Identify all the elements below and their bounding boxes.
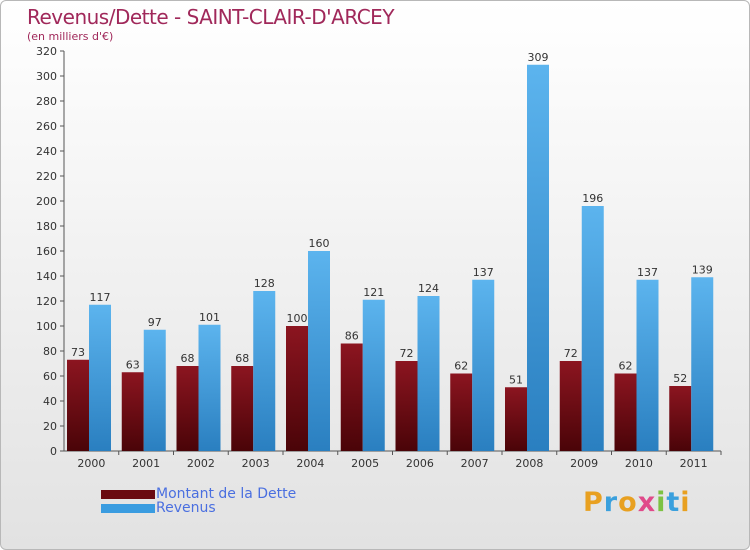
logo-letter: x <box>637 487 657 518</box>
bar-revenus <box>417 296 440 451</box>
y-tick-label: 0 <box>50 445 57 458</box>
y-tick-label: 80 <box>43 345 57 358</box>
bar-debt <box>559 361 582 451</box>
bar-revenus <box>472 279 495 451</box>
x-tick-label: 2004 <box>296 457 324 470</box>
x-tick-label: 2009 <box>570 457 598 470</box>
legend-label-debt: Montant de la Dette <box>156 486 297 502</box>
y-tick-label: 40 <box>43 395 57 408</box>
y-tick-label: 220 <box>36 170 57 183</box>
data-label-debt: 52 <box>673 372 687 385</box>
data-label-revenus: 139 <box>692 263 713 276</box>
y-tick-label: 240 <box>36 145 57 158</box>
y-tick-label: 320 <box>36 45 57 58</box>
x-tick-label: 2008 <box>515 457 543 470</box>
y-tick-label: 300 <box>36 70 57 83</box>
x-tick-label: 2011 <box>680 457 708 470</box>
legend-label-revenus: Revenus <box>156 500 216 516</box>
bar-revenus <box>691 277 714 451</box>
data-label-revenus: 124 <box>418 282 439 295</box>
bar-debt <box>450 373 473 451</box>
bar-debt <box>669 386 692 451</box>
bar-revenus <box>581 206 604 451</box>
data-label-debt: 72 <box>400 347 414 360</box>
data-label-revenus: 137 <box>473 266 494 279</box>
bar-debt <box>614 373 637 451</box>
bar-revenus <box>362 299 385 451</box>
data-label-revenus: 160 <box>309 237 330 250</box>
chart-subtitle: (en milliers d'€) <box>27 30 114 43</box>
y-tick-label: 140 <box>36 270 57 283</box>
bar-debt <box>121 372 144 451</box>
x-tick-label: 2005 <box>351 457 379 470</box>
y-tick-label: 160 <box>36 245 57 258</box>
y-tick-label: 260 <box>36 120 57 133</box>
data-label-revenus: 117 <box>90 291 111 304</box>
bar-revenus <box>89 304 111 451</box>
x-tick-label: 2001 <box>132 457 160 470</box>
data-label-revenus: 128 <box>254 277 275 290</box>
data-label-debt: 68 <box>235 352 249 365</box>
data-label-debt: 63 <box>126 358 140 371</box>
logo-letter: t <box>666 487 681 518</box>
bar-debt <box>67 359 89 451</box>
data-label-debt: 86 <box>345 330 359 343</box>
bar-debt <box>505 387 527 451</box>
bar-revenus <box>636 279 659 451</box>
chart-title: Revenus/Dette - SAINT-CLAIR-D'ARCEY <box>27 5 395 29</box>
data-label-debt: 72 <box>564 347 578 360</box>
bar-debt <box>176 366 199 451</box>
data-label-revenus: 121 <box>363 286 384 299</box>
x-tick-label: 2007 <box>461 457 489 470</box>
bar-revenus <box>143 329 166 451</box>
x-tick-label: 2006 <box>406 457 434 470</box>
legend-swatch-revenus <box>101 504 155 513</box>
data-label-revenus: 309 <box>528 51 549 64</box>
logo-letter: r <box>603 487 619 518</box>
data-label-debt: 62 <box>619 360 633 373</box>
x-tick-label: 2010 <box>625 457 653 470</box>
logo-letter: P <box>583 487 604 518</box>
x-tick-label: 2003 <box>242 457 270 470</box>
logo-letter: i <box>680 487 691 518</box>
y-tick-label: 100 <box>36 320 57 333</box>
legend-swatch-debt <box>101 490 155 499</box>
data-label-revenus: 137 <box>637 266 658 279</box>
data-label-debt: 100 <box>287 312 308 325</box>
bar-debt <box>395 361 418 451</box>
bar-debt <box>286 326 308 451</box>
bar-revenus <box>253 291 276 451</box>
y-tick-label: 180 <box>36 220 57 233</box>
y-tick-label: 200 <box>36 195 57 208</box>
x-tick-label: 2002 <box>187 457 215 470</box>
data-label-debt: 73 <box>71 346 85 359</box>
logo-letter: o <box>618 487 638 518</box>
proxiti-logo: Proxiti <box>583 487 691 518</box>
bar-revenus <box>198 324 221 451</box>
y-tick-label: 20 <box>43 420 57 433</box>
x-tick-label: 2000 <box>77 457 105 470</box>
bar-debt <box>231 366 254 451</box>
y-tick-label: 280 <box>36 95 57 108</box>
bar-debt <box>340 343 363 451</box>
data-label-revenus: 196 <box>582 192 603 205</box>
y-tick-label: 120 <box>36 295 57 308</box>
y-tick-label: 60 <box>43 370 57 383</box>
bar-revenus <box>527 64 549 451</box>
data-label-debt: 68 <box>181 352 195 365</box>
data-label-revenus: 97 <box>148 316 162 329</box>
data-label-revenus: 101 <box>199 311 220 324</box>
data-label-debt: 62 <box>454 360 468 373</box>
logo-letter: i <box>656 487 667 518</box>
bar-revenus <box>308 251 330 451</box>
data-label-debt: 51 <box>509 373 523 386</box>
